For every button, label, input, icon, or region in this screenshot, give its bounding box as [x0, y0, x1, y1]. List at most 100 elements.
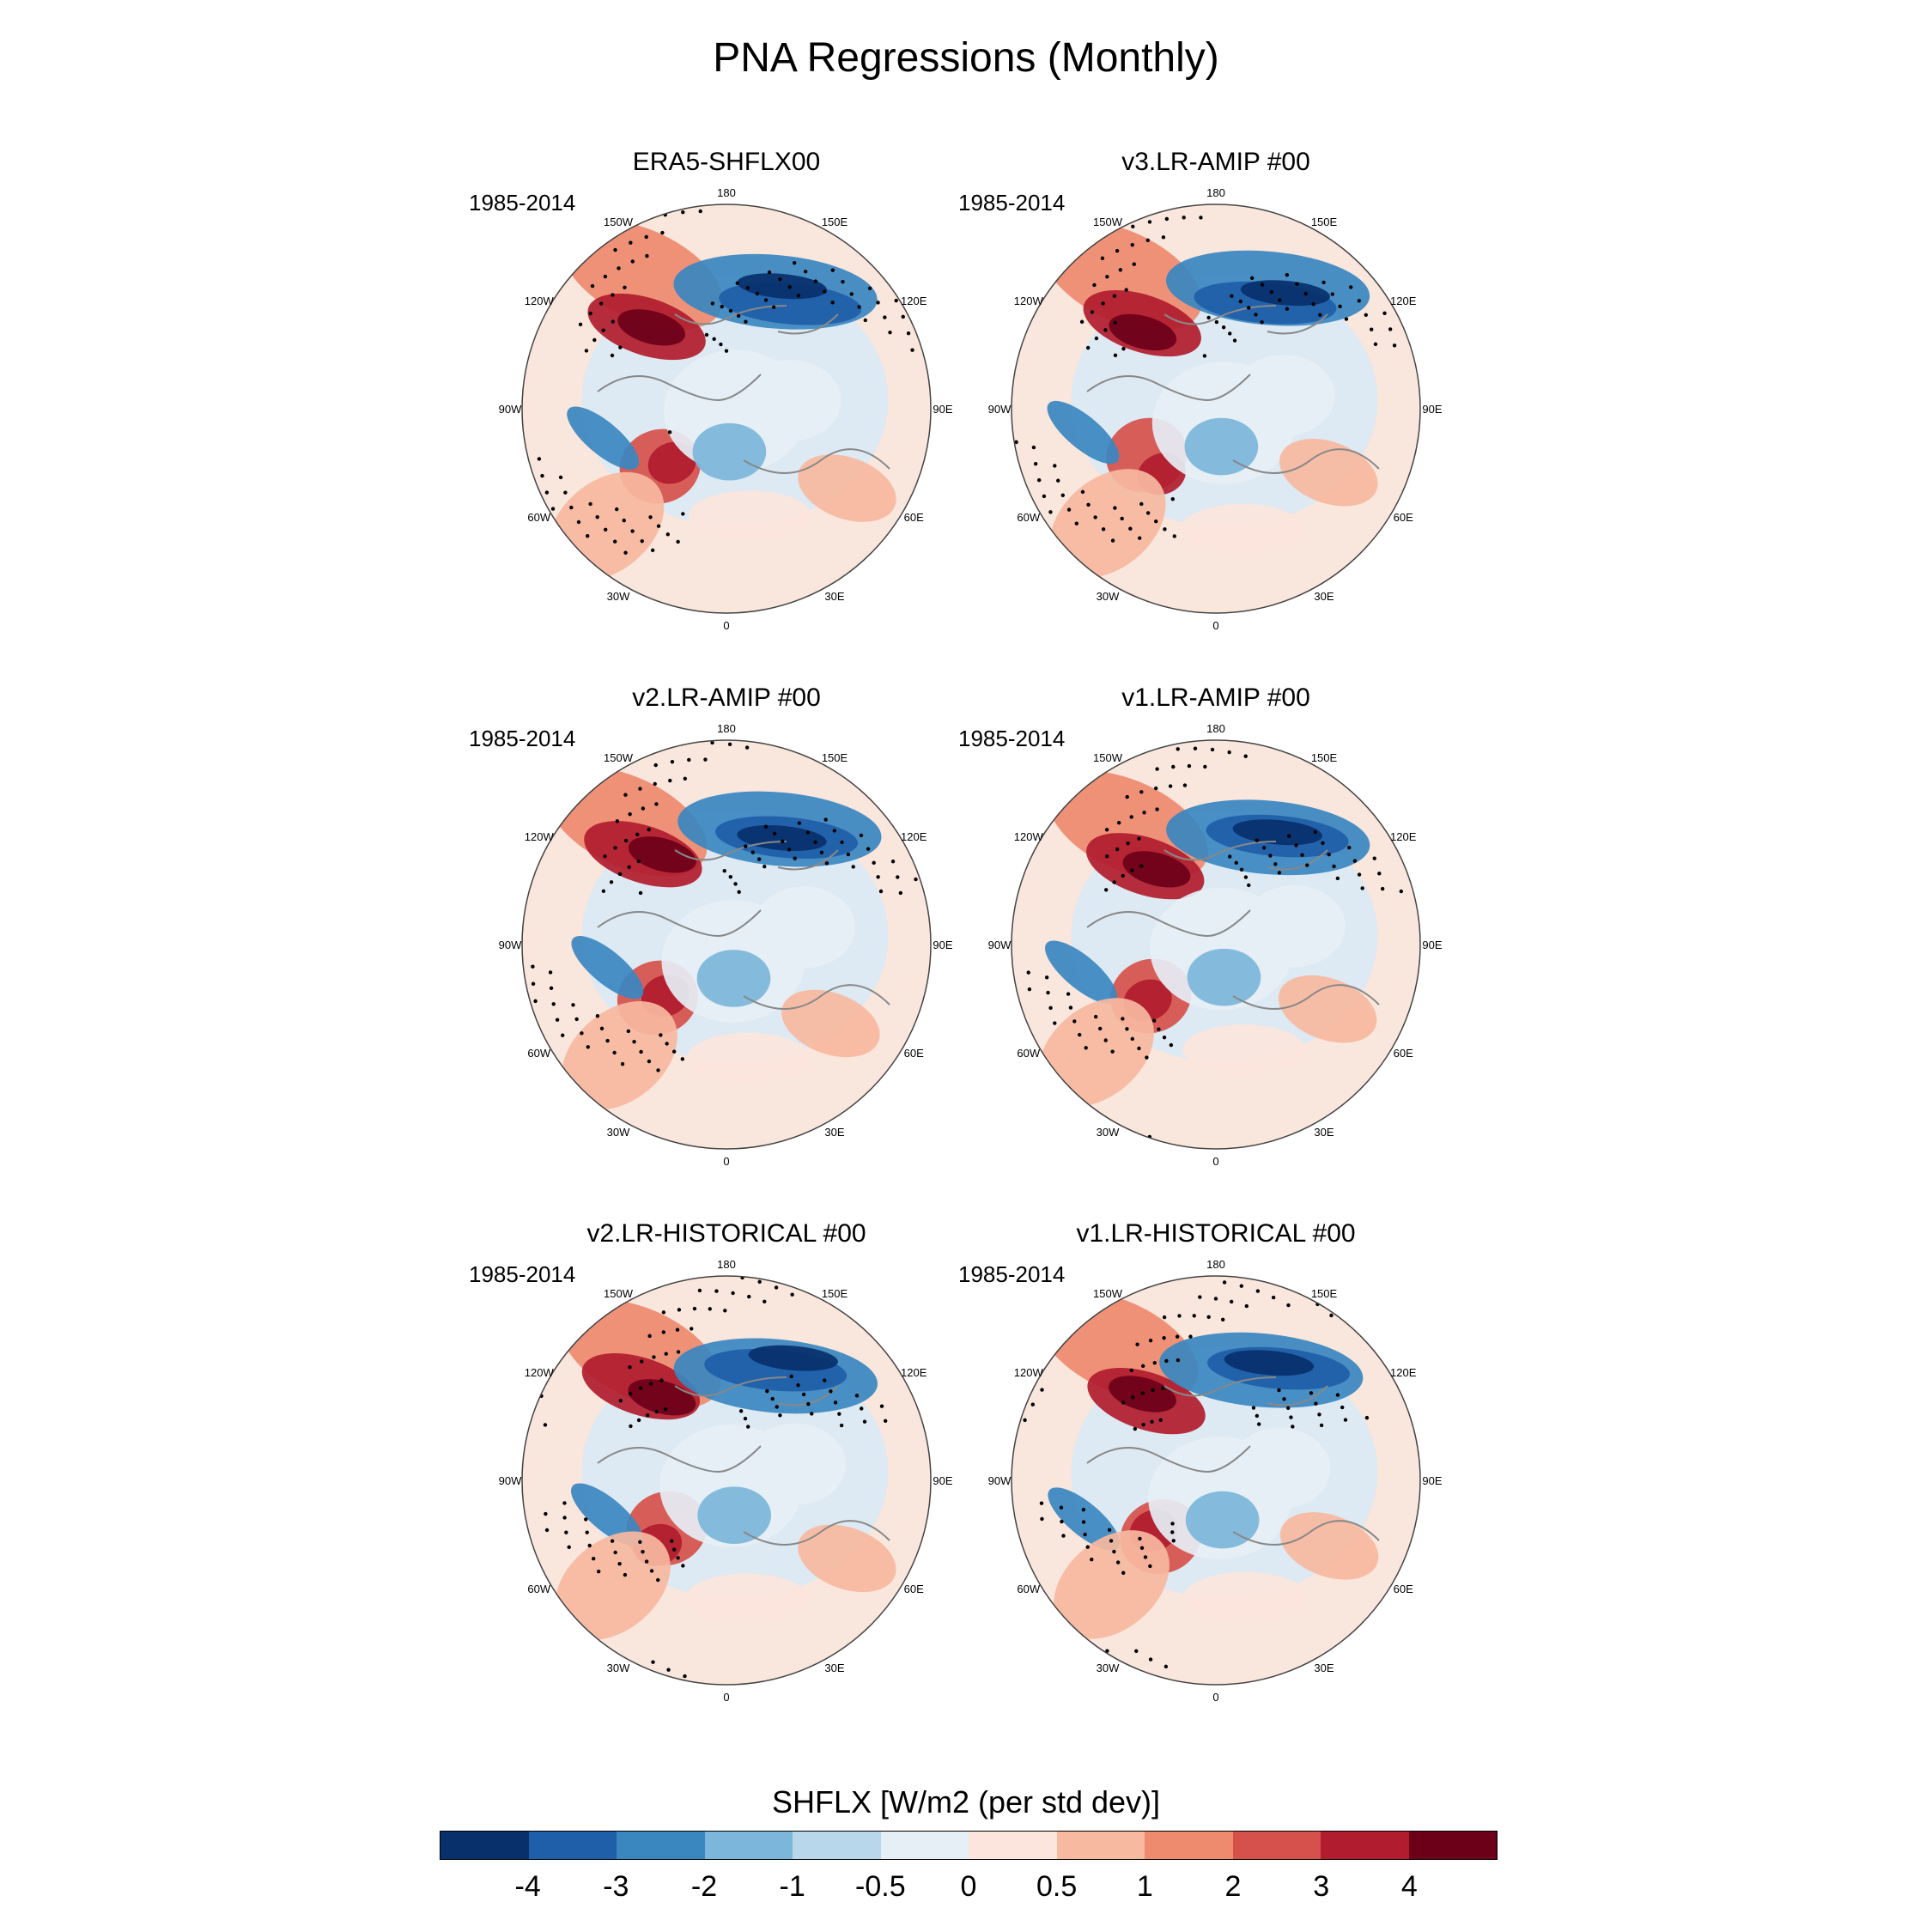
map-panel-6: v1.LR-HISTORICAL #00 1985-2014 180 150E 12…: [958, 1219, 1456, 1721]
significance-dot: [1048, 510, 1053, 514]
significance-dot: [681, 210, 685, 215]
polar-map: 180 150E 120E 90E 60E 30E 0 30W 60W 90W 120W 150W: [988, 186, 1443, 632]
significance-dot: [1170, 497, 1176, 501]
significance-dot: [1126, 841, 1130, 846]
field-anomaly: [1054, 1530, 1170, 1639]
significance-dot: [595, 514, 599, 519]
significance-dot: [1053, 464, 1057, 468]
significance-dot: [610, 353, 615, 358]
field-anomaly: [737, 273, 827, 300]
significance-dot: [620, 1061, 625, 1066]
significance-dot: [1133, 1426, 1138, 1431]
longitude-label: 0: [1212, 1691, 1218, 1704]
significance-dot: [1286, 1303, 1291, 1308]
significance-dot: [735, 281, 739, 286]
significance-dot: [615, 507, 619, 512]
significance-dot: [801, 1392, 806, 1397]
significance-dot: [550, 507, 556, 511]
field-anomaly: [1279, 1512, 1379, 1580]
significance-dot: [654, 1409, 659, 1414]
significance-dot: [587, 1543, 592, 1548]
significance-dot: [1317, 1413, 1321, 1417]
significance-dot: [1083, 1532, 1087, 1537]
significance-dot: [595, 1014, 600, 1018]
significance-dot: [628, 1392, 633, 1396]
significance-dot: [849, 292, 854, 296]
significance-dot: [823, 1378, 827, 1382]
significance-dot: [1230, 1299, 1234, 1304]
significance-dot: [1285, 1406, 1291, 1411]
significance-dot: [1109, 1539, 1114, 1543]
colorbar-swatch: [1408, 1832, 1497, 1859]
significance-dot: [628, 811, 632, 817]
significance-dot: [635, 832, 640, 837]
significance-dot: [1137, 1046, 1141, 1051]
significance-dot: [574, 1017, 579, 1022]
significance-dot: [1255, 838, 1259, 842]
coastline: [1086, 841, 1380, 1010]
significance-dot: [543, 1423, 548, 1427]
significance-dot: [763, 824, 769, 829]
significance-dot: [617, 1561, 622, 1566]
longitude-label: 30E: [824, 1662, 844, 1674]
significance-dot: [1101, 301, 1105, 306]
significance-dot: [789, 1374, 793, 1379]
polar-map: 180 150E 120E 90E 60E 30E 0 30W 60W 90W 120W 150W: [499, 1258, 953, 1704]
longitude-label: 120W: [1014, 830, 1044, 843]
field-anomaly: [562, 1001, 677, 1110]
significance-dot: [778, 1413, 782, 1418]
significance-dot: [810, 1412, 814, 1416]
field-anomaly: [798, 1524, 896, 1593]
significance-dot: [1053, 1021, 1057, 1025]
significance-dot: [863, 318, 868, 323]
significance-dot: [1243, 754, 1248, 758]
significance-dot: [1115, 248, 1120, 253]
significance-dot: [1170, 1522, 1175, 1526]
significance-dot: [640, 1359, 644, 1364]
map-field: [522, 204, 931, 613]
significance-dot: [531, 964, 535, 969]
significance-dot: [585, 1530, 589, 1534]
significance-dot: [737, 890, 741, 894]
field-anomaly: [738, 360, 841, 442]
significance-dot: [638, 787, 642, 791]
significance-dot: [1151, 1018, 1157, 1023]
significance-dot: [618, 345, 623, 349]
field-anomaly: [555, 1531, 671, 1641]
significance-dot: [823, 817, 828, 822]
significance-dot: [1115, 1560, 1121, 1564]
significance-dot: [1046, 990, 1050, 995]
significance-dot: [592, 337, 597, 343]
significance-dot: [531, 981, 536, 986]
significance-dot: [661, 1330, 665, 1334]
field-anomaly: [567, 406, 640, 470]
significance-dot: [580, 1031, 584, 1036]
significance-dot: [876, 301, 880, 305]
significance-dot: [1139, 864, 1144, 868]
colorbar-tick-label: 3: [1313, 1870, 1330, 1903]
significance-dot: [1273, 862, 1278, 866]
significance-dot: [1036, 477, 1042, 483]
longitude-label: 30W: [1097, 590, 1120, 603]
significance-dot: [1061, 1534, 1066, 1538]
significance-dot: [1271, 1295, 1276, 1300]
significance-dot: [1086, 502, 1091, 507]
field-anomaly: [781, 989, 880, 1058]
significance-dot: [644, 1559, 649, 1564]
significance-dot: [1170, 1530, 1175, 1534]
significance-dot: [1027, 987, 1032, 992]
significance-dot: [775, 1405, 779, 1409]
significance-dot: [549, 986, 554, 991]
significance-dot: [1313, 829, 1318, 835]
significance-dot: [1154, 519, 1158, 524]
longitude-label: 150W: [604, 216, 634, 228]
longitude-label: 120W: [525, 295, 555, 307]
longitude-label: 60W: [527, 511, 550, 524]
significance-dot: [762, 865, 767, 869]
significance-dot: [1153, 786, 1158, 791]
significance-dot: [680, 1057, 685, 1061]
significance-dot: [859, 833, 864, 838]
significance-dot: [599, 1026, 605, 1030]
significance-dot: [623, 1572, 628, 1577]
field-anomaly: [1122, 851, 1191, 888]
